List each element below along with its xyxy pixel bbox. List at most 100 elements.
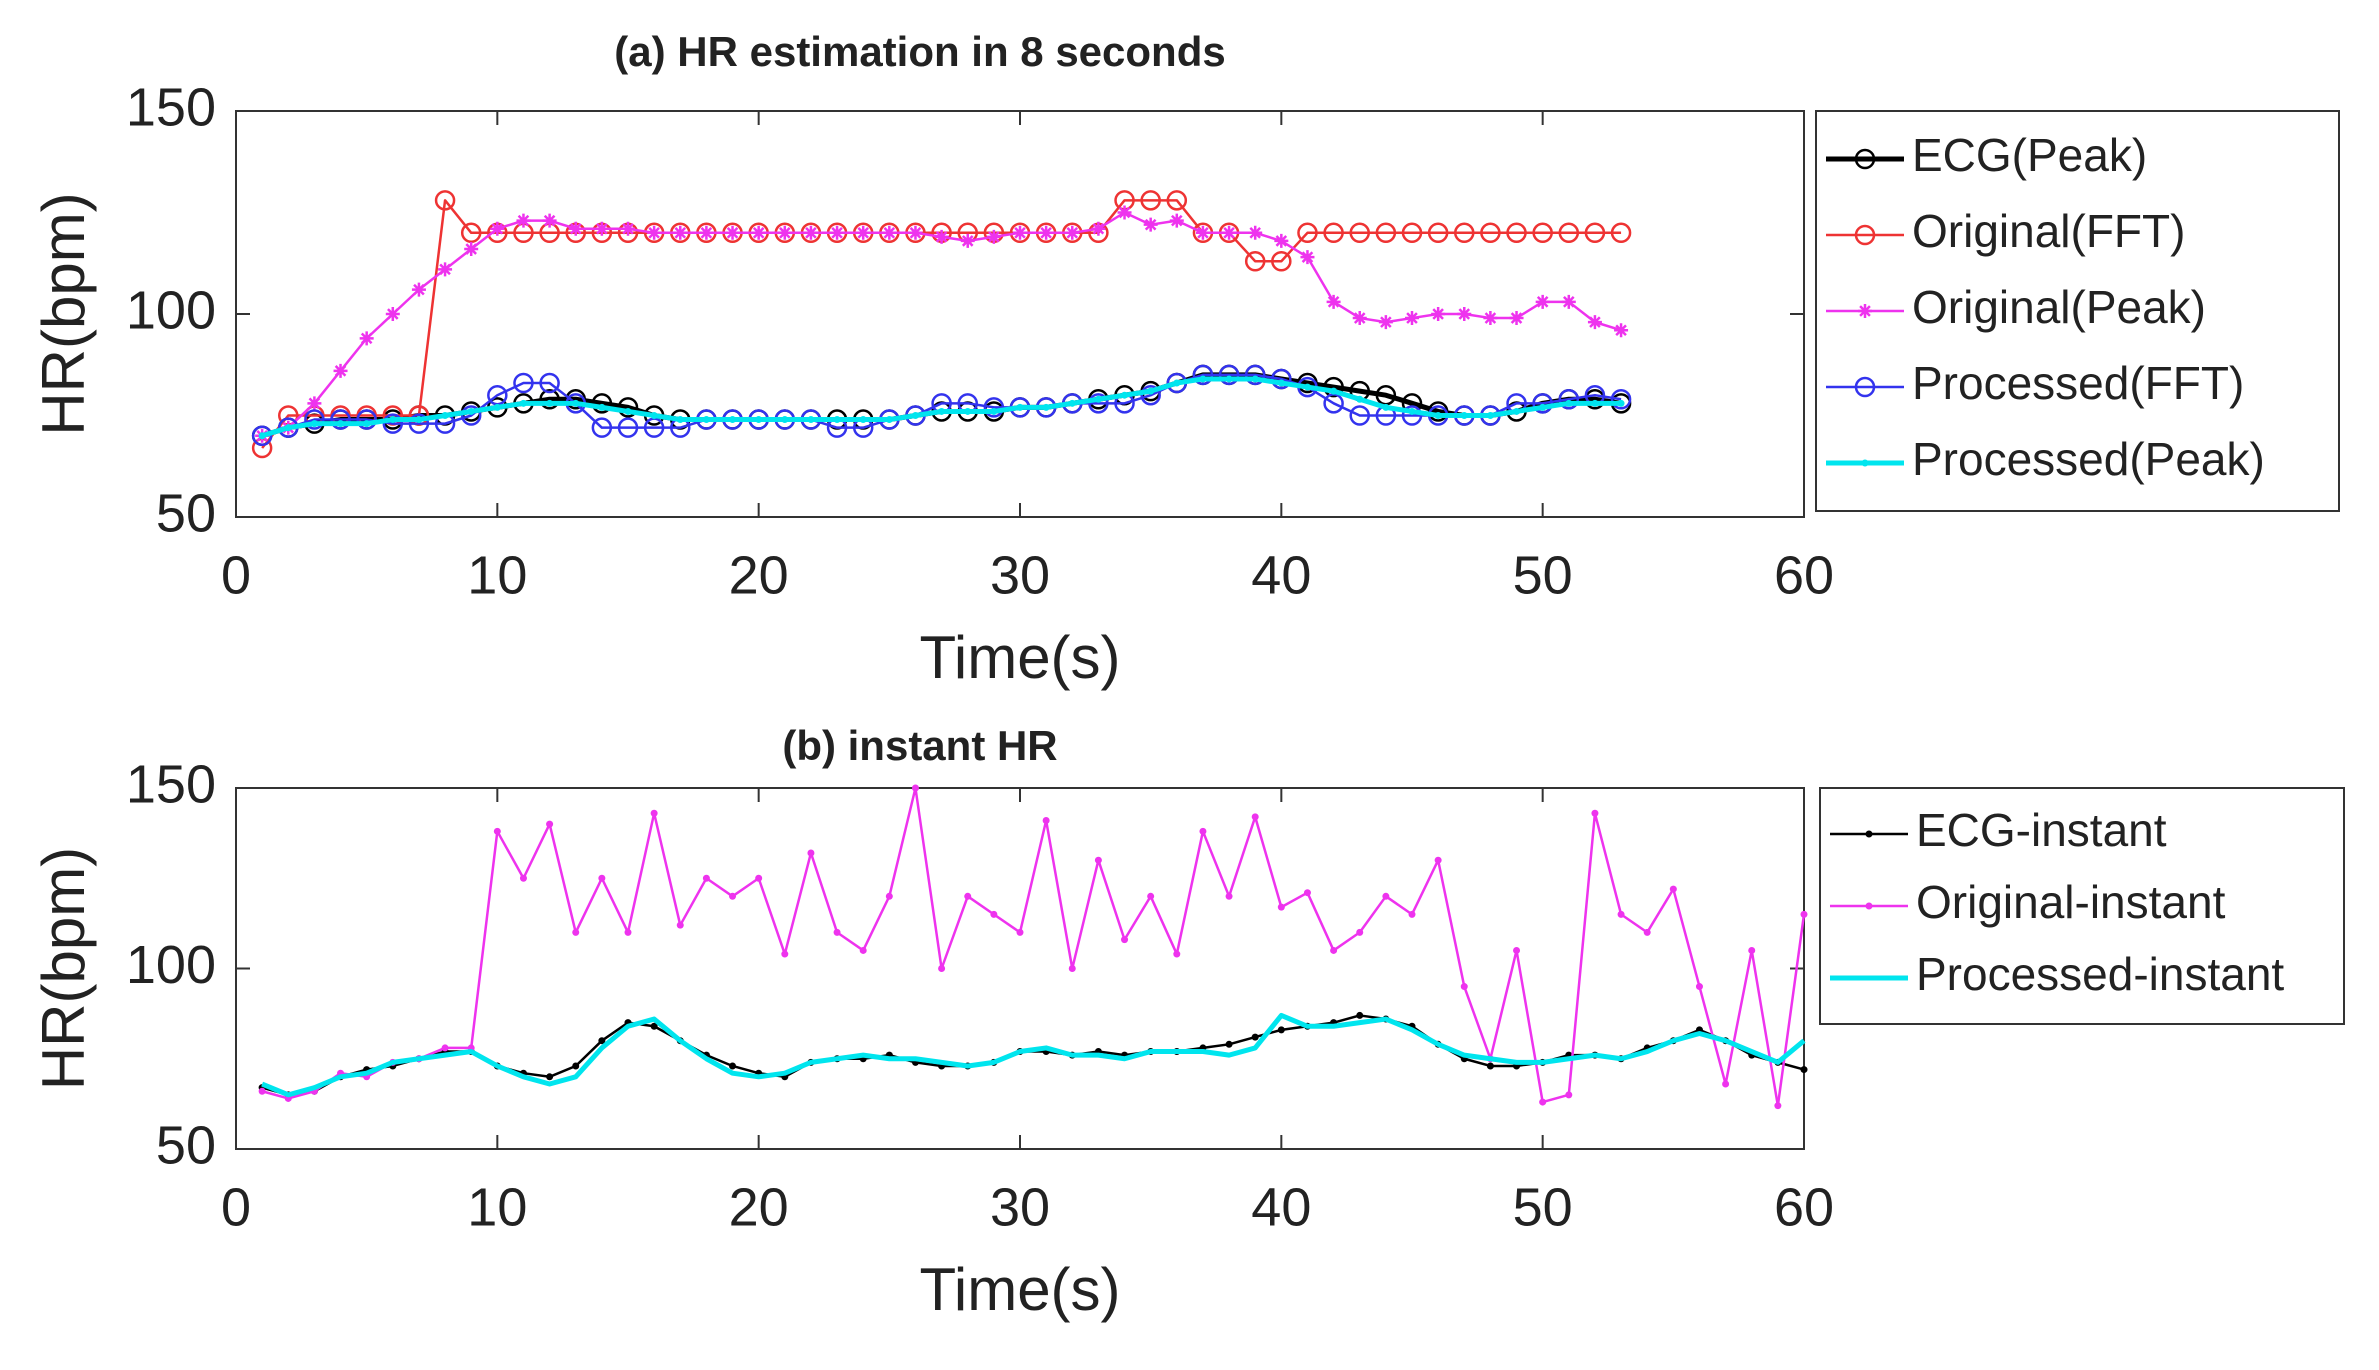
point — [990, 910, 998, 918]
x-tick-label: 30 — [990, 545, 1050, 605]
point — [938, 965, 946, 972]
point — [568, 221, 583, 236]
point — [1460, 412, 1468, 419]
legend-label: Original(Peak) — [1912, 281, 2206, 333]
x-tick-label: 60 — [1774, 1177, 1834, 1237]
point — [1434, 856, 1442, 864]
point — [408, 413, 430, 434]
point — [1382, 892, 1390, 900]
legend-label: Original-instant — [1916, 876, 2226, 928]
point — [702, 874, 710, 882]
point — [539, 372, 560, 394]
legend-label: Original(FFT) — [1912, 205, 2185, 257]
point — [1408, 407, 1416, 415]
point — [284, 424, 292, 432]
point — [751, 225, 766, 240]
y-tick-label: 150 — [126, 754, 216, 814]
point — [1218, 364, 1240, 386]
point — [591, 417, 613, 438]
point — [591, 393, 613, 414]
point — [385, 307, 400, 321]
point — [1558, 389, 1580, 410]
point — [807, 849, 815, 857]
point — [986, 229, 1001, 244]
point — [1300, 250, 1315, 265]
point — [1460, 983, 1468, 991]
x-tick-label: 60 — [1774, 545, 1834, 605]
point — [1748, 946, 1756, 954]
point — [1088, 393, 1109, 414]
point — [258, 1087, 266, 1095]
point — [546, 1073, 554, 1081]
y-tick-label: 100 — [126, 280, 216, 340]
point — [1173, 950, 1181, 958]
point — [964, 407, 972, 415]
point — [1140, 190, 1161, 211]
point — [1457, 307, 1472, 321]
point — [1117, 205, 1132, 220]
x-axis-label: Time(s) — [919, 624, 1120, 691]
point — [1091, 221, 1106, 236]
line — [261, 1012, 1806, 1098]
legend-marker — [1854, 376, 1876, 398]
point — [356, 409, 377, 430]
point — [885, 892, 893, 900]
point — [1617, 399, 1625, 407]
point — [1251, 813, 1259, 821]
point — [1323, 222, 1344, 244]
point — [415, 416, 423, 424]
point — [781, 416, 789, 424]
x-tick-label: 0 — [221, 545, 251, 605]
point — [777, 225, 792, 240]
point — [337, 420, 345, 428]
point — [1800, 1066, 1808, 1074]
point — [1277, 903, 1285, 911]
point — [304, 409, 325, 430]
x-tick-label: 40 — [1251, 1177, 1311, 1237]
point — [673, 225, 688, 240]
point — [389, 416, 397, 424]
point — [1297, 222, 1318, 244]
point — [1068, 965, 1076, 972]
point — [755, 416, 763, 424]
point — [598, 1037, 606, 1045]
point — [676, 921, 684, 929]
x-axis-label: Time(s) — [919, 1256, 1120, 1323]
point — [1722, 1080, 1730, 1088]
plot-area — [235, 110, 1805, 518]
point — [1303, 889, 1311, 897]
point — [1166, 190, 1188, 211]
point — [411, 282, 426, 297]
point — [729, 416, 737, 424]
point — [363, 420, 371, 428]
point — [938, 407, 946, 415]
point — [1408, 910, 1416, 918]
legend-marker — [1854, 148, 1876, 170]
point — [1121, 936, 1129, 944]
point — [1558, 222, 1580, 244]
point — [1509, 311, 1524, 326]
point — [330, 409, 351, 430]
point — [650, 412, 658, 419]
series — [258, 375, 1625, 440]
point — [1248, 225, 1263, 240]
point — [1356, 395, 1364, 403]
point — [1042, 403, 1050, 411]
point — [1532, 393, 1553, 414]
point — [519, 874, 527, 882]
point — [859, 946, 867, 954]
point — [1173, 379, 1181, 387]
point — [729, 892, 737, 900]
point — [1068, 399, 1076, 407]
legend-marker — [1858, 304, 1872, 318]
point — [1016, 928, 1024, 936]
point — [493, 827, 501, 835]
point — [1375, 222, 1397, 244]
point — [1401, 222, 1423, 244]
legend-label: ECG(Peak) — [1912, 129, 2147, 181]
point — [1121, 391, 1129, 399]
point — [438, 262, 453, 277]
point — [856, 225, 871, 240]
point — [882, 225, 897, 240]
point — [1587, 315, 1602, 330]
